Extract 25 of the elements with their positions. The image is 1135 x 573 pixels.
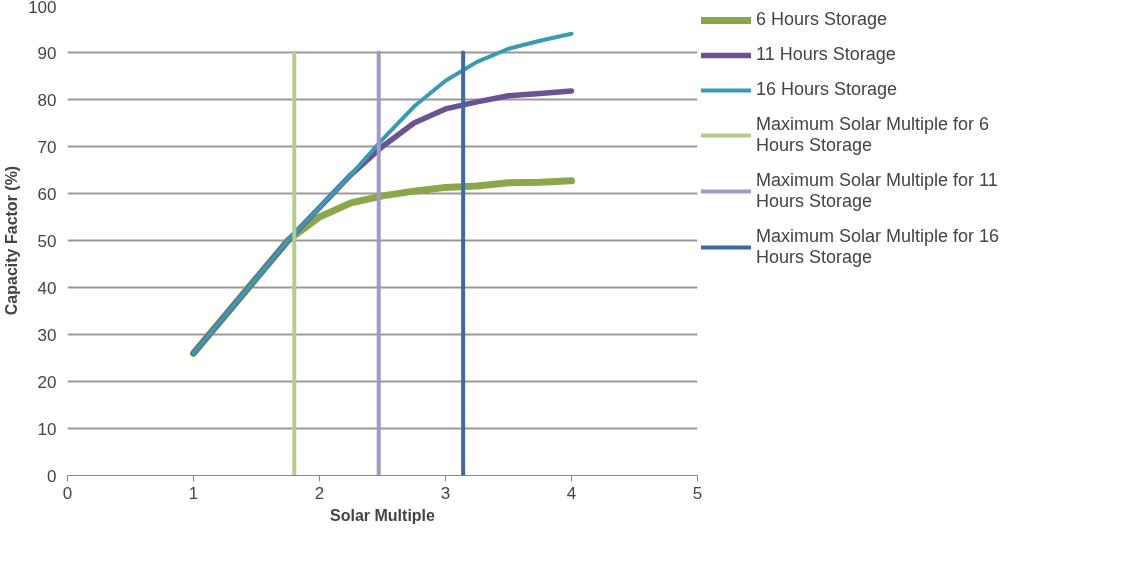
legend-label: 16 Hours Storage [756,79,898,100]
legend-label: Maximum Solar Multiple for 6 Hours Storage [756,114,990,156]
x-tick-label: 0 [62,483,73,503]
y-tick-label: 60 [37,184,57,204]
y-tick-label: 100 [28,0,57,17]
legend-label: 6 Hours Storage [756,9,888,30]
x-tick-label: 2 [314,483,325,503]
legend-label: 11 Hours Storage [756,44,896,65]
y-tick-label: 50 [37,231,57,251]
legend-label: Maximum Solar Multiple for 11 Hours Storage [756,170,998,212]
y-tick-label: 90 [37,43,57,63]
y-axis-title: Capacity Factor (%) [3,165,21,316]
x-tick-label: 1 [188,483,199,503]
y-tick-label: 70 [37,137,57,157]
y-tick-label: 0 [47,466,57,486]
x-tick-label: 5 [692,483,703,503]
x-axis-title: Solar Multiple [330,506,436,524]
legend-label: Maximum Solar Multiple for 16 Hours Storage [756,226,1000,268]
y-tick-label: 80 [37,90,57,110]
x-tick-label: 3 [440,483,451,503]
y-tick-label: 40 [37,278,57,298]
y-tick-label: 30 [37,325,57,345]
y-tick-label: 10 [37,419,57,439]
y-tick-label: 20 [37,372,57,392]
x-tick-label: 4 [566,483,577,503]
